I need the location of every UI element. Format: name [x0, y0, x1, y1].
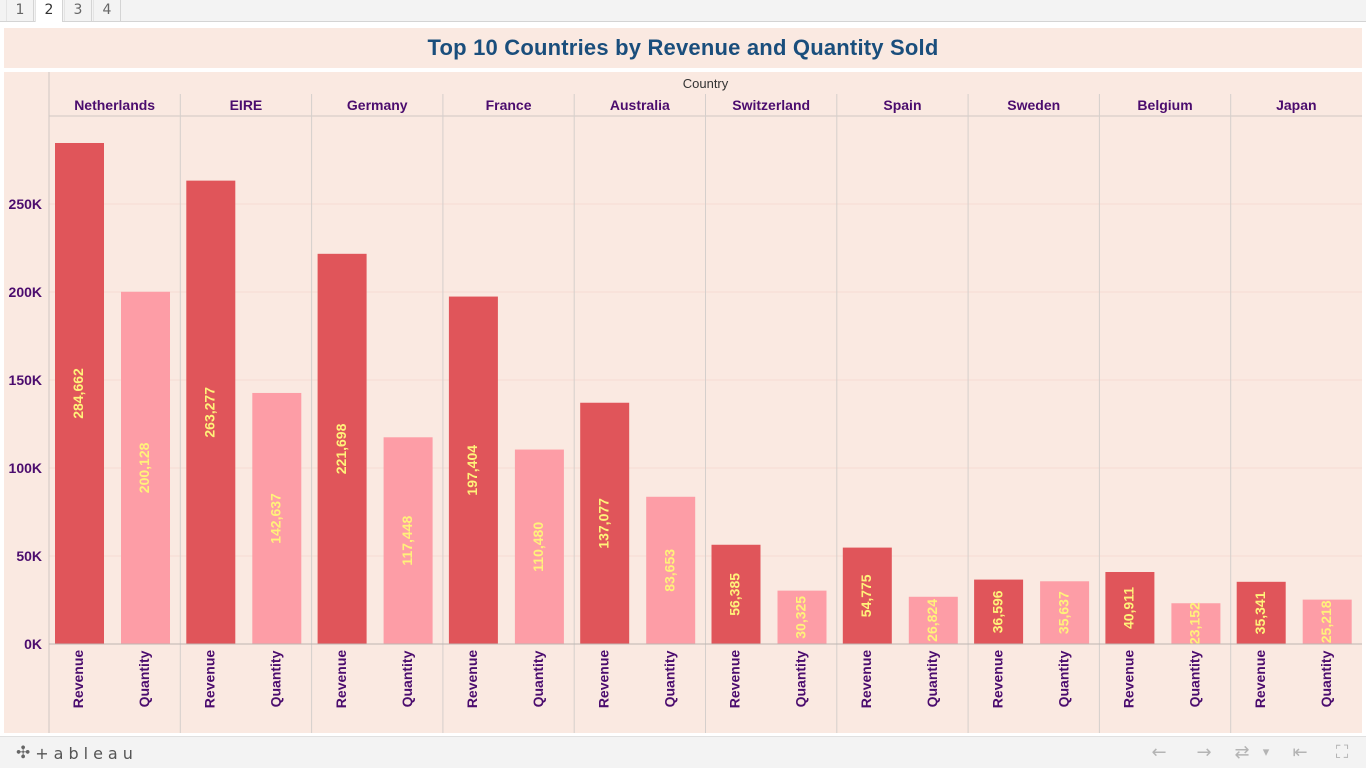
quantity-bar: [908, 596, 958, 644]
quantity-bar: [1040, 581, 1090, 644]
chart-panel: Country Netherlands 284,662 Revenue 200,128 Q…: [4, 72, 1362, 733]
revenue-value-label: 56,385: [727, 573, 743, 616]
y-tick-label: 200K: [9, 284, 42, 300]
category-header: Netherlands: [74, 97, 155, 113]
revenue-bar: [448, 296, 498, 644]
measure-axis-label: Revenue: [595, 650, 611, 709]
revenue-bar: [974, 579, 1024, 644]
measure-axis-label: Revenue: [202, 650, 218, 709]
title-bar: Top 10 Countries by Revenue and Quantity…: [4, 28, 1362, 68]
fullscreen-icon[interactable]: ⛶: [1335, 742, 1349, 763]
tableau-logo-text: +ableau: [35, 743, 138, 763]
revenue-bar: [842, 547, 892, 644]
revenue-value-label: 263,277: [202, 387, 218, 438]
measure-axis-label: Quantity: [1055, 650, 1071, 707]
quantity-value-label: 200,128: [136, 442, 152, 493]
revenue-value-label: 36,596: [989, 590, 1005, 633]
quantity-bar: [646, 496, 696, 644]
quantity-value-label: 23,152: [1187, 602, 1203, 645]
revenue-bar: [55, 142, 104, 644]
quantity-value-label: 110,480: [530, 522, 546, 572]
bottom-toolbar: ✣ +ableau ← → ⇄ ▾ ⇤ ⛶: [0, 736, 1366, 768]
measure-axis-label: Quantity: [530, 650, 546, 707]
sheet-tab-4[interactable]: 4: [93, 0, 121, 21]
revenue-bar: [317, 253, 367, 644]
revenue-bar: [1105, 571, 1155, 644]
revenue-value-label: 40,911: [1121, 587, 1137, 629]
measure-axis-label: Quantity: [268, 650, 284, 707]
measure-axis-label: Revenue: [464, 650, 480, 709]
measure-axis-label: Quantity: [1318, 650, 1334, 707]
y-tick-label: 150K: [9, 372, 42, 388]
revert-icon[interactable]: ⇄: [1234, 742, 1250, 763]
bar-chart: Country Netherlands 284,662 Revenue 200,128 Q…: [9, 72, 1362, 733]
sheet-tab-bar: 1 2 3 4: [0, 0, 1366, 22]
measure-axis-label: Revenue: [70, 650, 86, 709]
quantity-bar: [121, 291, 170, 644]
tableau-logo[interactable]: ✣ +ableau: [16, 742, 138, 764]
quantity-value-label: 25,218: [1318, 600, 1334, 643]
revenue-value-label: 137,077: [595, 498, 611, 549]
quantity-bar: [1171, 603, 1221, 644]
quantity-bar: [777, 590, 827, 644]
measure-axis-label: Revenue: [1252, 650, 1268, 709]
reset-icon[interactable]: ⇤: [1292, 742, 1308, 763]
quantity-bar: [252, 392, 302, 644]
sheet-tab-3[interactable]: 3: [64, 0, 92, 21]
category-header: Spain: [883, 97, 921, 113]
category-header: EIRE: [230, 97, 263, 113]
quantity-value-label: 26,824: [924, 599, 940, 642]
revenue-bar: [580, 402, 630, 644]
revenue-value-label: 221,698: [333, 423, 349, 474]
column-header-label: Country: [683, 76, 729, 91]
revenue-bar: [1236, 581, 1286, 644]
quantity-value-label: 30,325: [793, 596, 809, 639]
revenue-value-label: 197,404: [464, 445, 480, 496]
y-tick-label: 50K: [16, 548, 42, 564]
sheet-tab-2[interactable]: 2: [35, 0, 63, 22]
revenue-value-label: 35,341: [1252, 591, 1268, 634]
y-tick-label: 0K: [24, 636, 42, 652]
measure-axis-label: Quantity: [661, 650, 677, 707]
sheet-tab-1[interactable]: 1: [6, 0, 34, 21]
measure-axis-label: Quantity: [793, 650, 809, 707]
revenue-bar: [711, 544, 761, 644]
measure-axis-label: Revenue: [1121, 650, 1137, 709]
dashboard-title: Top 10 Countries by Revenue and Quantity…: [427, 35, 939, 60]
measure-axis-label: Revenue: [989, 650, 1005, 709]
undo-back-icon[interactable]: ←: [1151, 742, 1167, 763]
redo-forward-icon[interactable]: →: [1196, 742, 1212, 763]
y-tick-label: 250K: [9, 196, 42, 212]
measure-axis-label: Revenue: [858, 650, 874, 709]
quantity-value-label: 83,653: [661, 549, 677, 592]
measure-axis-label: Revenue: [727, 650, 743, 709]
tableau-mark-icon: ✣: [16, 743, 31, 763]
y-tick-label: 100K: [9, 460, 42, 476]
measure-axis-label: Quantity: [924, 650, 940, 707]
quantity-value-label: 117,448: [399, 516, 415, 566]
quantity-bar: [383, 437, 433, 644]
category-header: Sweden: [1007, 97, 1060, 113]
revenue-bar: [186, 180, 236, 644]
category-header: Japan: [1276, 97, 1316, 113]
quantity-bar: [514, 449, 564, 644]
category-header: Germany: [347, 97, 408, 113]
measure-axis-label: Quantity: [399, 650, 415, 707]
category-header: Belgium: [1137, 97, 1192, 113]
revenue-value-label: 54,775: [858, 574, 874, 617]
category-header: Switzerland: [732, 97, 810, 113]
revenue-value-label: 284,662: [70, 368, 86, 419]
revert-dropdown-icon[interactable]: ▾: [1262, 745, 1270, 760]
category-header: France: [486, 97, 532, 113]
quantity-value-label: 142,637: [268, 493, 284, 544]
measure-axis-label: Quantity: [1187, 650, 1203, 707]
quantity-bar: [1302, 599, 1352, 644]
category-header: Australia: [610, 97, 670, 113]
measure-axis-label: Quantity: [136, 650, 152, 707]
measure-axis-label: Revenue: [333, 650, 349, 709]
quantity-value-label: 35,637: [1055, 591, 1071, 634]
